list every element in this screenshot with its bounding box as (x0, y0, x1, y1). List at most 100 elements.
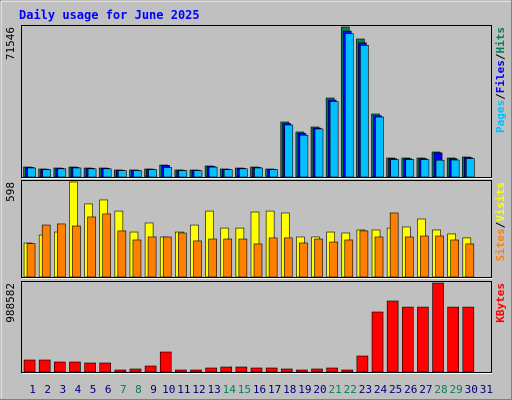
bar (190, 369, 202, 373)
bar (175, 369, 187, 373)
bar (450, 239, 459, 278)
bar (283, 237, 293, 278)
bar (371, 311, 384, 373)
x-tick-label: 12 (192, 383, 205, 396)
bar (163, 167, 173, 178)
bar (38, 359, 51, 373)
legend-entry: Hits (494, 27, 507, 54)
bar (54, 361, 66, 373)
bar (208, 166, 218, 178)
bar (147, 236, 157, 278)
x-tick-label: 10 (162, 383, 175, 396)
panel (21, 25, 492, 178)
chart-title: Daily usage for June 2025 (19, 8, 200, 22)
x-tick-label: 5 (90, 383, 97, 396)
x-tick-label: 30 (465, 383, 478, 396)
bar (178, 170, 188, 178)
bar (117, 230, 127, 278)
x-tick-label: 6 (105, 383, 112, 396)
bar (420, 159, 430, 178)
bar (326, 367, 338, 373)
x-tick-label: 3 (60, 383, 67, 396)
legend-entry: Files (494, 60, 507, 93)
x-tick-label: 15 (238, 383, 251, 396)
bar (102, 168, 112, 178)
bar (269, 169, 278, 178)
bar (178, 232, 187, 278)
bar (299, 242, 308, 278)
bar (57, 223, 66, 278)
bar (314, 238, 323, 278)
bar (356, 355, 369, 373)
x-tick-label: 26 (404, 383, 417, 396)
bar (250, 367, 263, 373)
legend: Pages/Files/Hits (494, 27, 507, 133)
bar (223, 238, 233, 278)
bar (359, 230, 369, 278)
bar (239, 168, 248, 178)
x-tick-label: 20 (313, 383, 326, 396)
bar (148, 169, 157, 178)
bar (193, 240, 202, 278)
x-tick-label: 23 (359, 383, 372, 396)
bar (144, 365, 157, 373)
x-tick-label: 14 (223, 383, 237, 396)
y-max-label: 988582 (4, 283, 17, 323)
bar (26, 243, 36, 278)
legend-entry: KBytes (494, 283, 507, 323)
bar (344, 239, 354, 278)
y-max-label: 598 (4, 182, 17, 202)
bar (133, 170, 142, 178)
bar (296, 369, 308, 373)
bar (465, 243, 475, 278)
x-tick-label: 24 (374, 383, 388, 396)
legend-separator: / (494, 53, 507, 60)
bar (205, 367, 217, 373)
bar (223, 169, 233, 178)
x-tick-label: 2 (44, 383, 51, 396)
bar (235, 366, 248, 373)
bar (57, 168, 67, 178)
bar (404, 236, 414, 278)
bar (466, 158, 475, 178)
y-max-label: 71546 (4, 27, 17, 60)
x-tick-label: 7 (120, 383, 127, 396)
bar (23, 359, 36, 373)
bar (114, 369, 127, 373)
x-tick-label: 22 (344, 383, 357, 396)
bar (284, 124, 294, 178)
bar (162, 236, 172, 278)
bar (375, 116, 384, 178)
bar (102, 213, 112, 278)
bar (72, 167, 82, 178)
bar (299, 134, 309, 178)
x-tick-label: 8 (135, 383, 142, 396)
bar (193, 170, 203, 178)
bar (341, 369, 354, 373)
x-tick-label: 25 (389, 383, 402, 396)
bar (329, 241, 338, 278)
bar (159, 351, 172, 373)
bar (118, 170, 127, 178)
x-tick-label: 1 (29, 383, 36, 396)
bar (87, 216, 96, 278)
legend-entry: Visits (494, 182, 507, 222)
x-tick-label: 4 (75, 383, 82, 396)
bar (420, 235, 429, 278)
x-tick-label: 19 (298, 383, 311, 396)
bar (84, 362, 96, 373)
bar (69, 361, 81, 373)
bar (344, 33, 354, 178)
legend-entry: Pages (494, 100, 507, 133)
legend-separator: / (494, 93, 507, 100)
bar (280, 368, 293, 373)
bar (265, 367, 278, 373)
bar (314, 128, 324, 178)
bar (417, 306, 429, 373)
bar (208, 238, 217, 278)
bar (401, 306, 414, 373)
bar (435, 235, 444, 278)
bar (72, 225, 81, 278)
x-tick-label: 13 (207, 383, 220, 396)
bar (253, 243, 263, 278)
